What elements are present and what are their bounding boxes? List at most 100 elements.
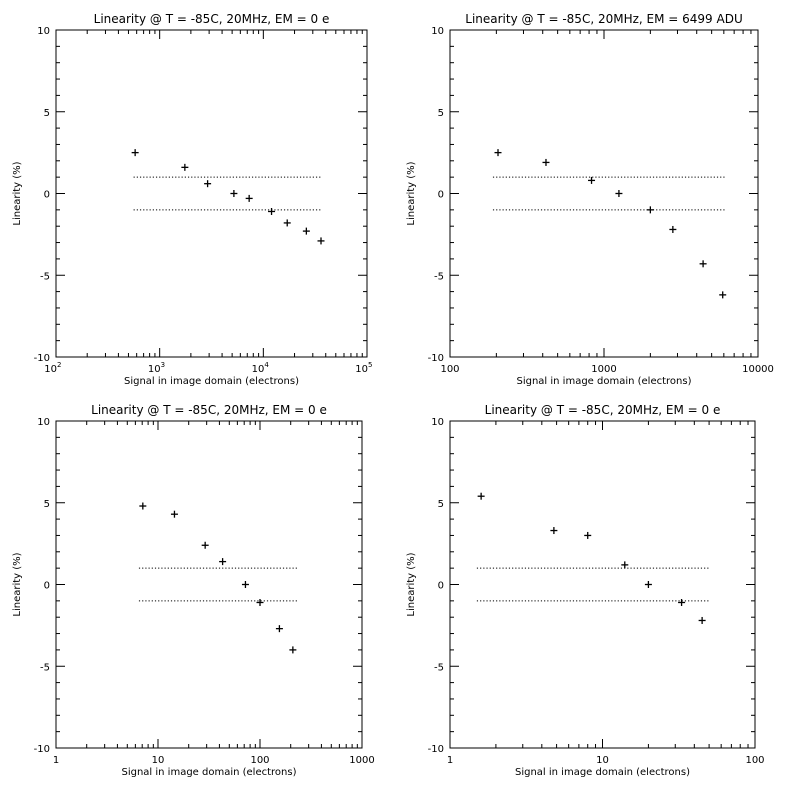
data-points <box>131 149 325 245</box>
data-point <box>550 527 558 535</box>
y-tick-label: 10 <box>37 26 50 37</box>
data-point <box>170 510 178 518</box>
x-tick-base: 10 <box>44 364 57 375</box>
plot-frame <box>449 420 756 749</box>
data-points <box>477 492 706 624</box>
x-tick-label: 10 3 <box>148 361 165 375</box>
x-tick-label: 1000 <box>349 755 374 766</box>
chart-panel-2: Linearity @ T = -85C, 20MHz, EM = 6499 A… <box>406 12 774 387</box>
data-point <box>588 176 596 184</box>
x-tick-label: 10000 <box>742 364 774 375</box>
y-tick-label: 5 <box>438 108 444 119</box>
data-point <box>669 225 677 233</box>
x-tick-label: 10 2 <box>44 361 61 375</box>
data-point <box>204 180 212 188</box>
x-tick-label: 10 5 <box>355 361 372 375</box>
data-point <box>646 206 654 214</box>
x-axis-label: Signal in image domain (electrons) <box>121 767 296 778</box>
data-point <box>181 163 189 171</box>
y-ticks: 10 5 0 -5 -10 <box>428 417 755 755</box>
chart-panel-3: Linearity @ T = -85C, 20MHz, EM = 0 e Sig… <box>12 403 375 778</box>
x-tick-label: 1000 <box>591 364 616 375</box>
chart-title: Linearity @ T = -85C, 20MHz, EM = 0 e <box>91 403 327 417</box>
data-point <box>699 260 707 268</box>
y-axis-label: Linearity (%) <box>12 161 23 225</box>
plot-frame <box>449 29 759 358</box>
x-tick-exponent: 3 <box>161 361 165 369</box>
data-point <box>245 194 253 202</box>
y-tick-label: -10 <box>34 353 50 364</box>
x-tick-label: 10 <box>596 755 609 766</box>
data-point <box>268 207 276 215</box>
y-tick-label: 0 <box>438 190 444 201</box>
data-point <box>256 598 264 606</box>
data-point <box>131 149 139 157</box>
data-point <box>621 561 629 569</box>
plot-frame <box>55 29 368 358</box>
data-point <box>542 158 550 166</box>
data-point <box>201 541 209 549</box>
y-tick-label: -10 <box>34 744 50 755</box>
x-tick-base: 10 <box>148 364 161 375</box>
x-tick-label: 1 <box>447 755 453 766</box>
data-point <box>644 581 652 588</box>
x-tick-exponent: 4 <box>264 361 269 369</box>
y-ticks: 10 5 0 -5 -10 <box>428 26 758 364</box>
chart-panel-1: Linearity @ T = -85C, 20MHz, EM = 0 e Sig… <box>12 12 372 387</box>
data-point <box>698 616 706 624</box>
y-axis-label: Linearity (%) <box>406 161 417 225</box>
data-point <box>678 598 686 606</box>
data-point <box>289 646 297 654</box>
x-ticks: 100 1000 10000 <box>440 30 774 375</box>
x-axis-label: Signal in image domain (electrons) <box>516 376 691 387</box>
y-tick-label: -5 <box>40 271 50 282</box>
y-tick-label: 10 <box>37 417 50 428</box>
x-tick-base: 10 <box>252 364 265 375</box>
y-ticks: 10 5 0 -5 -10 <box>34 26 367 364</box>
data-point <box>494 149 502 157</box>
y-tick-label: 5 <box>44 499 50 510</box>
x-tick-label: 1 <box>53 755 59 766</box>
data-point <box>283 219 291 227</box>
data-point <box>719 291 727 299</box>
y-tick-label: 0 <box>44 581 50 592</box>
y-tick-label: -10 <box>428 353 444 364</box>
data-point <box>241 581 249 588</box>
x-tick-base: 10 <box>355 364 368 375</box>
y-tick-label: 0 <box>438 581 444 592</box>
x-tick-label: 10 4 <box>252 361 270 375</box>
data-point <box>584 531 592 539</box>
x-tick-label: 100 <box>250 755 269 766</box>
x-tick-exponent: 2 <box>57 361 61 369</box>
data-points <box>139 502 297 654</box>
data-points <box>494 149 727 299</box>
data-point <box>219 558 227 566</box>
x-axis-label: Signal in image domain (electrons) <box>515 767 690 778</box>
x-ticks: 1 10 100 <box>447 421 765 766</box>
y-axis-label: Linearity (%) <box>12 552 23 616</box>
x-axis-label: Signal in image domain (electrons) <box>124 376 299 387</box>
x-tick-label: 10 <box>152 755 165 766</box>
y-tick-label: 10 <box>431 417 444 428</box>
x-tick-label: 100 <box>745 755 764 766</box>
data-point <box>230 190 238 197</box>
data-point <box>139 502 147 510</box>
data-point <box>615 190 623 197</box>
y-ticks: 10 5 0 -5 -10 <box>34 417 362 755</box>
y-tick-label: -5 <box>434 271 444 282</box>
y-tick-label: -5 <box>40 662 50 673</box>
data-point <box>477 492 485 500</box>
chart-title: Linearity @ T = -85C, 20MHz, EM = 0 e <box>94 12 330 26</box>
y-tick-label: 5 <box>44 108 50 119</box>
x-ticks: 10 2 10 3 10 4 10 5 <box>44 30 372 375</box>
chart-title: Linearity @ T = -85C, 20MHz, EM = 0 e <box>485 403 721 417</box>
x-tick-exponent: 5 <box>368 361 372 369</box>
x-ticks: 1 10 100 1000 <box>53 421 375 766</box>
data-point <box>275 625 283 633</box>
y-tick-label: 10 <box>431 26 444 37</box>
plot-frame <box>55 420 363 749</box>
y-tick-label: -10 <box>428 744 444 755</box>
chart-title: Linearity @ T = -85C, 20MHz, EM = 6499 A… <box>465 12 742 26</box>
y-tick-label: 5 <box>438 499 444 510</box>
y-axis-label: Linearity (%) <box>406 552 417 616</box>
